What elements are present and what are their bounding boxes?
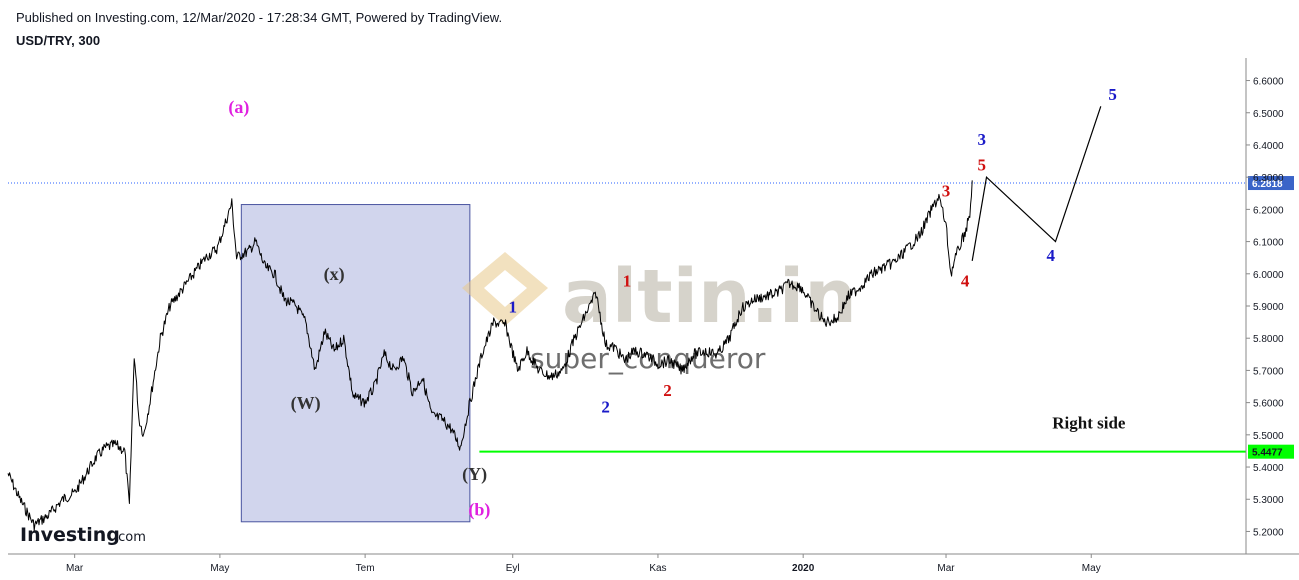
wave-label-7: 1 (623, 272, 632, 291)
x-tick-label-1: May (210, 563, 229, 574)
y-tick-label-0: 5.2000 (1253, 527, 1284, 538)
y-tick-label-6: 5.8000 (1253, 334, 1284, 345)
y-tick-label-14: 6.6000 (1253, 77, 1284, 88)
y-tick-label-7: 5.9000 (1253, 302, 1284, 313)
projection-path (971, 106, 1102, 262)
wave-label-9: 3 (942, 181, 951, 200)
wave-label-12: 5 (977, 156, 986, 175)
y-tick-label-9: 6.1000 (1253, 238, 1284, 249)
altin-logo-mark (462, 252, 548, 326)
wave-label-10: 4 (961, 272, 970, 291)
y-tick-label-12: 6.4000 (1253, 141, 1284, 152)
y-tick-label-5: 5.7000 (1253, 366, 1284, 377)
x-tick-label-2: Tem (356, 563, 375, 574)
annotation-right-side: Right side (1052, 413, 1126, 432)
y-tick-label-10: 6.2000 (1253, 205, 1284, 216)
wave-label-11: 3 (977, 130, 986, 149)
published-caption: Published on Investing.com, 12/Mar/2020 … (16, 10, 503, 25)
watermark-username: super_conqueror (530, 342, 766, 375)
wave-label-0: (a) (228, 97, 249, 118)
price-tag-bg-1 (1248, 444, 1294, 459)
x-tick-label-4: Kas (649, 563, 666, 574)
y-tick-label-11: 6.3000 (1253, 173, 1284, 184)
wave-label-14: 5 (1108, 85, 1117, 104)
price-series (7, 180, 973, 531)
y-tick-label-1: 5.3000 (1253, 495, 1284, 506)
y-tick-label-3: 5.5000 (1253, 431, 1284, 442)
price-tag-0: 6.2818 (1252, 179, 1283, 190)
symbol-title: USD/TRY, 300 (16, 33, 101, 48)
x-tick-label-5: 2020 (792, 563, 815, 574)
wave-label-5: 1 (508, 297, 517, 316)
wave-label-8: 2 (663, 381, 672, 400)
investing-logo-suffix: .com (114, 530, 146, 545)
investing-logo: Investing (20, 524, 120, 546)
price-tag-bg-0 (1248, 176, 1294, 191)
x-tick-label-3: Eyl (506, 563, 520, 574)
wave-label-4: (b) (468, 499, 490, 520)
y-tick-label-4: 5.6000 (1253, 399, 1284, 410)
altin-logo-diamond-inner (484, 270, 527, 307)
wave-label-2: (W) (291, 393, 321, 414)
wave-label-13: 4 (1047, 246, 1056, 265)
y-tick-label-13: 6.5000 (1253, 109, 1284, 120)
y-tick-label-8: 6.0000 (1253, 270, 1284, 281)
y-tick-label-2: 5.4000 (1253, 463, 1284, 474)
correction-box (240, 204, 471, 523)
price-tag-1: 5.4477 (1252, 448, 1283, 459)
x-tick-label-0: Mar (66, 563, 84, 574)
altin-logo-text: altin.in (562, 254, 857, 340)
wave-label-3: (Y) (462, 464, 487, 485)
x-tick-label-6: Mar (937, 563, 955, 574)
plot-area (8, 58, 1246, 554)
wave-label-6: 2 (601, 397, 610, 416)
wave-label-1: (x) (324, 264, 345, 285)
x-tick-label-7: May (1082, 563, 1101, 574)
